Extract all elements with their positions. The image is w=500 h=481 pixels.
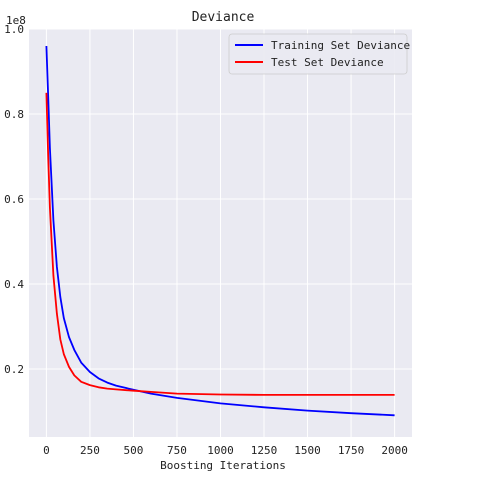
legend-label-test: Test Set Deviance [271, 56, 384, 69]
series-line-test [45, 92, 395, 396]
series-lines [45, 45, 395, 417]
y-scale-label: 1e8 [6, 14, 26, 27]
x-tick-label: 250 [80, 444, 100, 457]
x-tick-label: 1500 [294, 444, 321, 457]
y-tick-label: 1.0 [4, 23, 24, 36]
legend-box [228, 33, 408, 75]
y-tick-label: 0.2 [4, 363, 24, 376]
x-tick-label: 2000 [381, 444, 408, 457]
x-axis-ticks: 0 250 500 750 1000 1250 1500 1750 2000 [43, 444, 408, 457]
x-tick-label: 1000 [207, 444, 234, 457]
y-tick-label: 0.6 [4, 193, 24, 206]
x-tick-label: 1250 [251, 444, 278, 457]
y-axis-ticks: 0.2 0.4 0.6 0.8 1.0 [4, 23, 24, 376]
grid-lines [29, 28, 412, 437]
x-axis-label: Boosting Iterations [160, 459, 286, 472]
legend-label-training: Training Set Deviance [271, 39, 410, 52]
x-tick-label: 1750 [338, 444, 365, 457]
chart-title: Deviance [192, 10, 255, 25]
x-tick-label: 500 [124, 444, 144, 457]
series-line-training [45, 45, 395, 417]
x-tick-label: 750 [167, 444, 187, 457]
x-tick-label: 0 [43, 444, 50, 457]
y-tick-label: 0.8 [4, 108, 24, 121]
y-tick-label: 0.4 [4, 278, 24, 291]
legend: Training Set Deviance Test Set Deviance [228, 33, 410, 75]
watermark: 知乎 @DataTalking [358, 452, 477, 468]
